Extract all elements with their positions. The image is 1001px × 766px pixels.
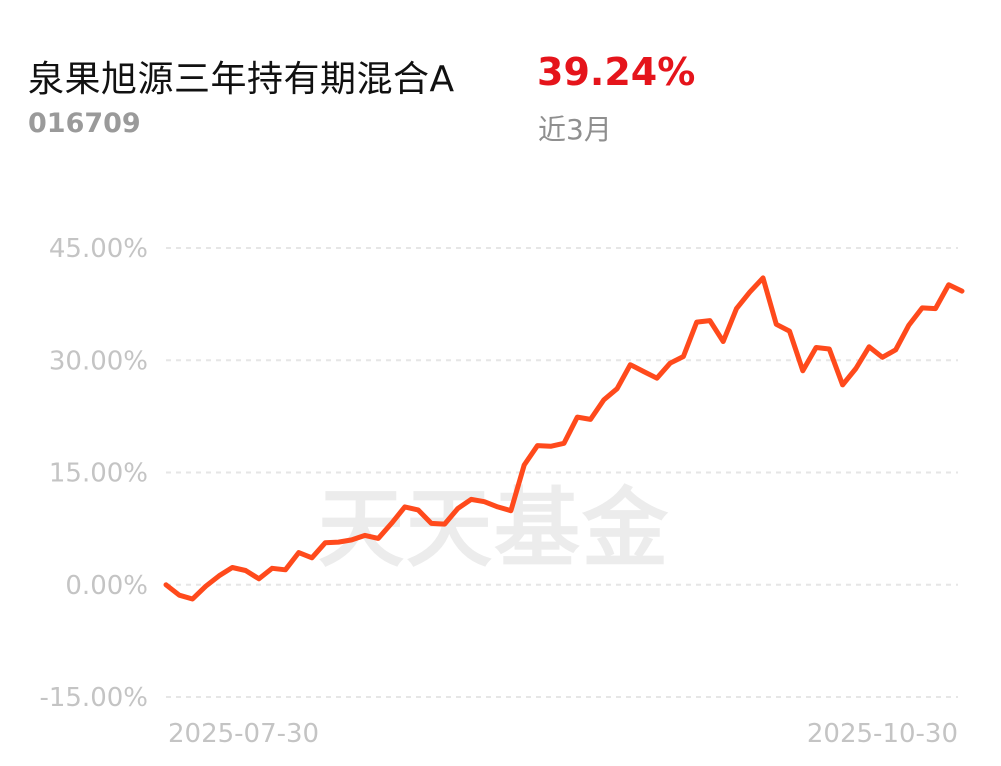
y-tick-label: 15.00% — [49, 459, 148, 489]
fund-name: 泉果旭源三年持有期混合A — [28, 59, 455, 100]
y-tick-label: -15.00% — [39, 683, 148, 713]
return-value: 39.24% — [537, 50, 696, 94]
x-tick-labels: 2025-07-30 2025-10-30 — [168, 719, 958, 749]
x-tick-end: 2025-10-30 — [807, 719, 958, 749]
y-tick-label: 30.00% — [49, 346, 148, 376]
watermark: 天天基金 — [318, 478, 670, 579]
x-tick-start: 2025-07-30 — [168, 719, 319, 749]
fund-code: 016709 — [28, 108, 141, 139]
y-tick-label: 45.00% — [49, 234, 148, 264]
return-period: 近3月 — [538, 113, 612, 146]
y-tick-labels: 45.00% 30.00% 15.00% 0.00% -15.00% — [39, 234, 148, 713]
y-tick-label: 0.00% — [65, 571, 148, 601]
series-line — [163, 275, 965, 602]
series-layer — [163, 275, 965, 602]
grid-layer — [166, 247, 958, 698]
